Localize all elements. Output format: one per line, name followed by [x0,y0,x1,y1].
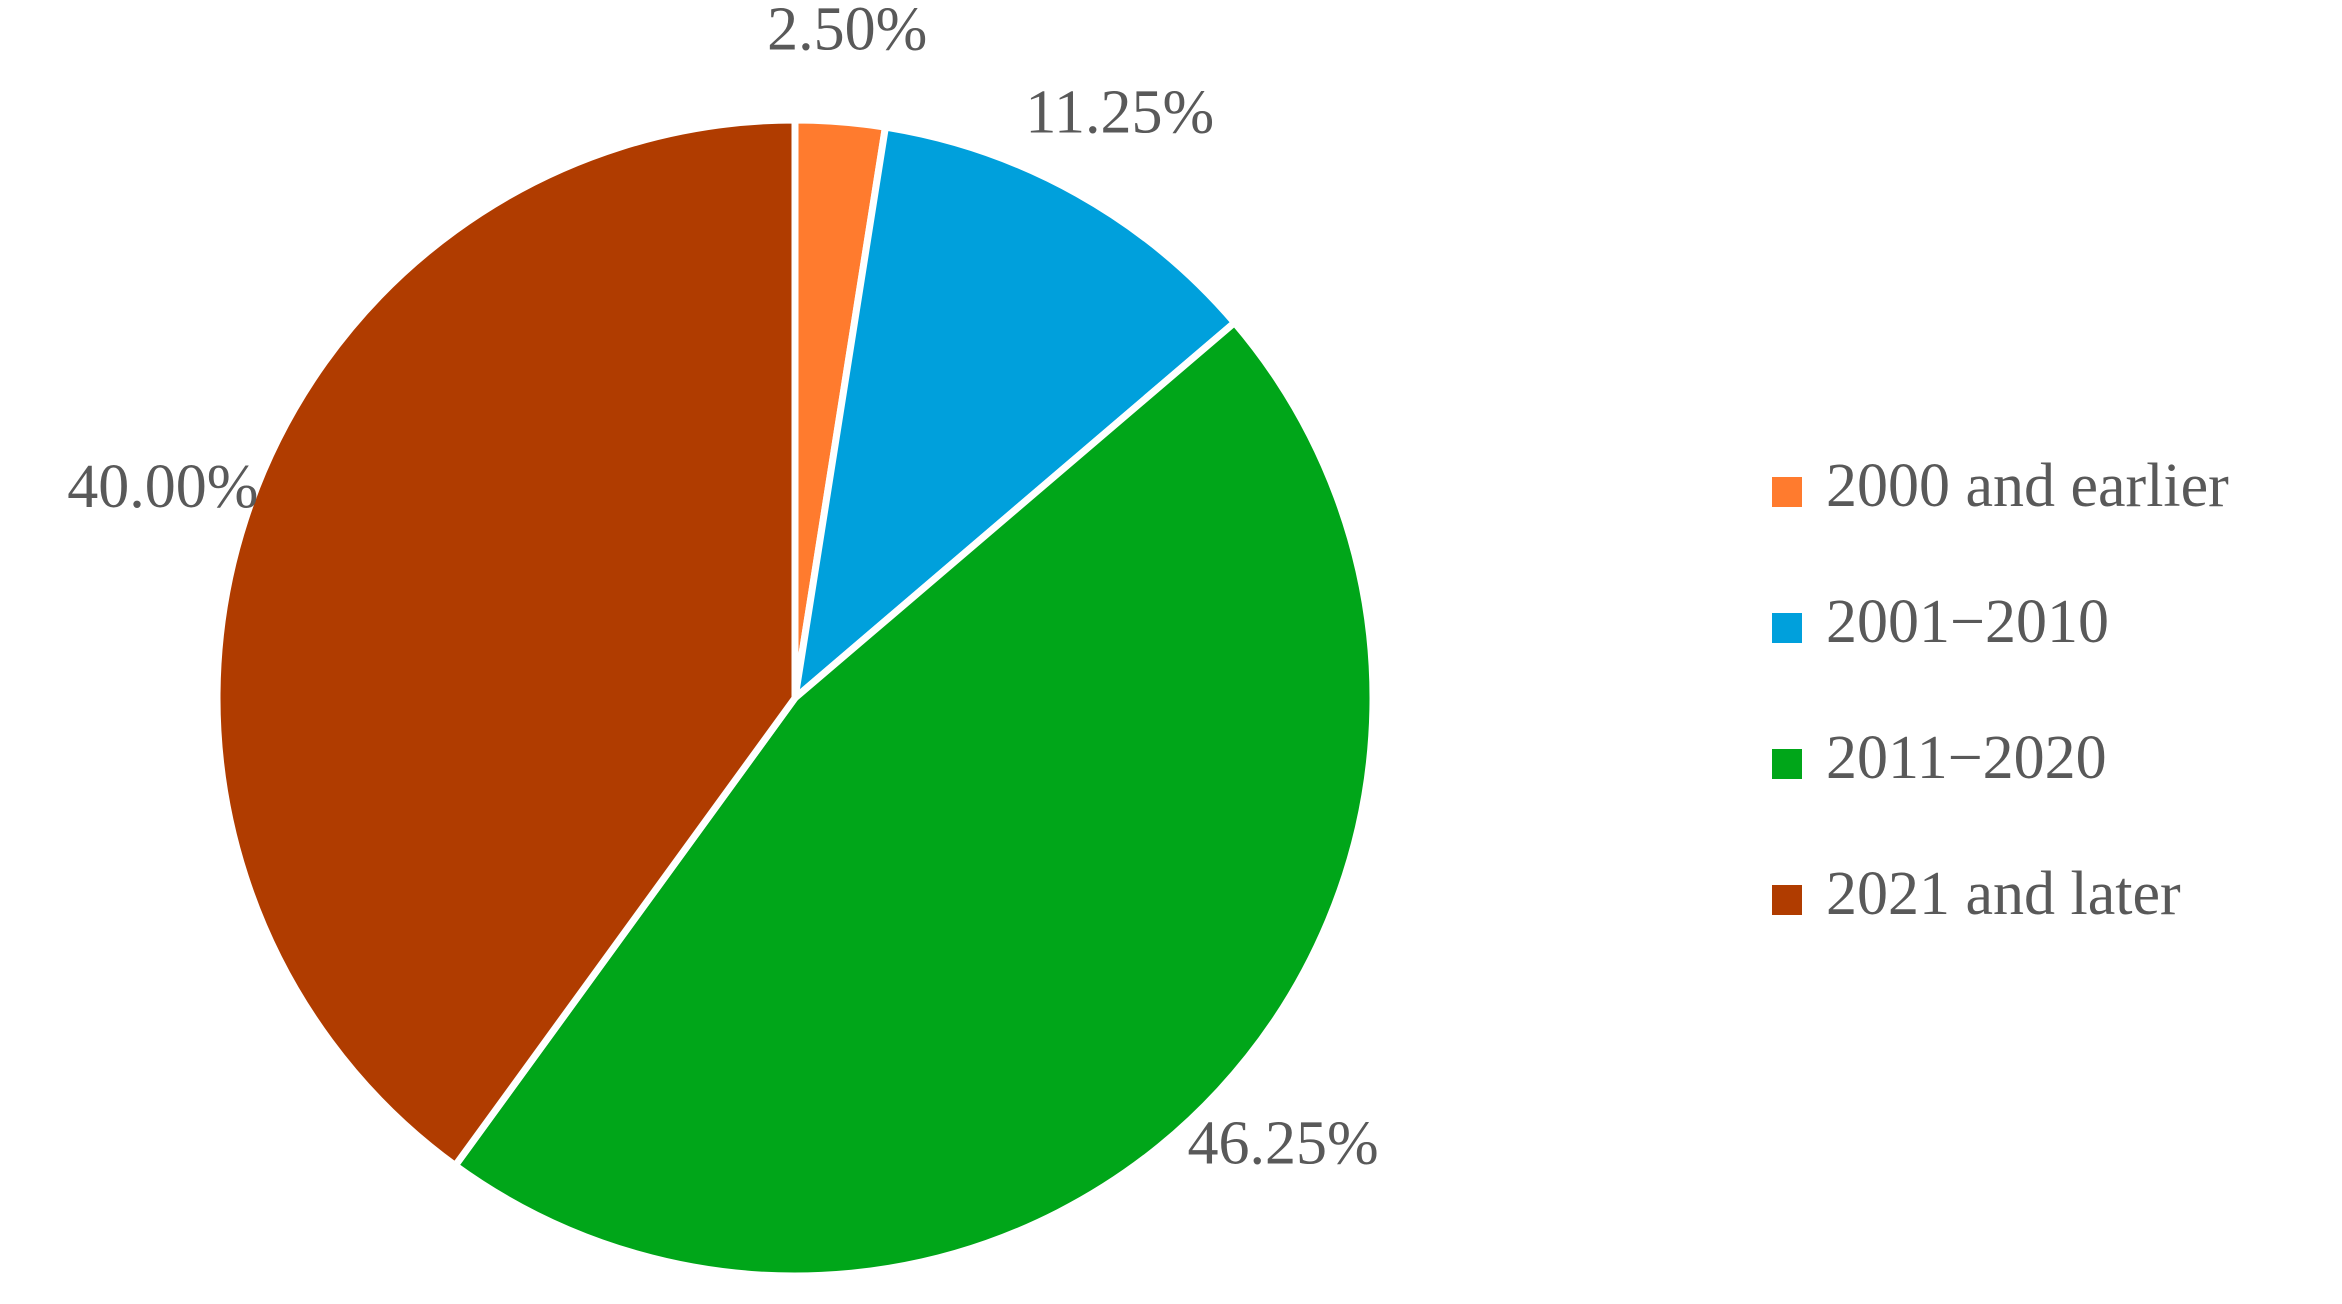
data-label: 40.00% [67,453,258,521]
pie-slice [451,319,1377,1280]
legend-swatch [1772,749,1802,779]
legend-swatch [1772,477,1802,507]
legend-swatch [1772,885,1802,915]
data-label: 11.25% [1025,78,1214,146]
legend-swatch [1772,613,1802,643]
pie-slice [213,116,799,1170]
data-label: 46.25% [1188,1109,1379,1177]
legend-label: 2021 and later [1826,860,2181,928]
legend-label: 2011−2020 [1826,724,2107,792]
legend-label: 2000 and earlier [1826,452,2229,520]
pie-slice [791,123,1239,702]
data-label: 2.50% [767,0,927,64]
legend-label: 2001−2010 [1826,588,2109,656]
